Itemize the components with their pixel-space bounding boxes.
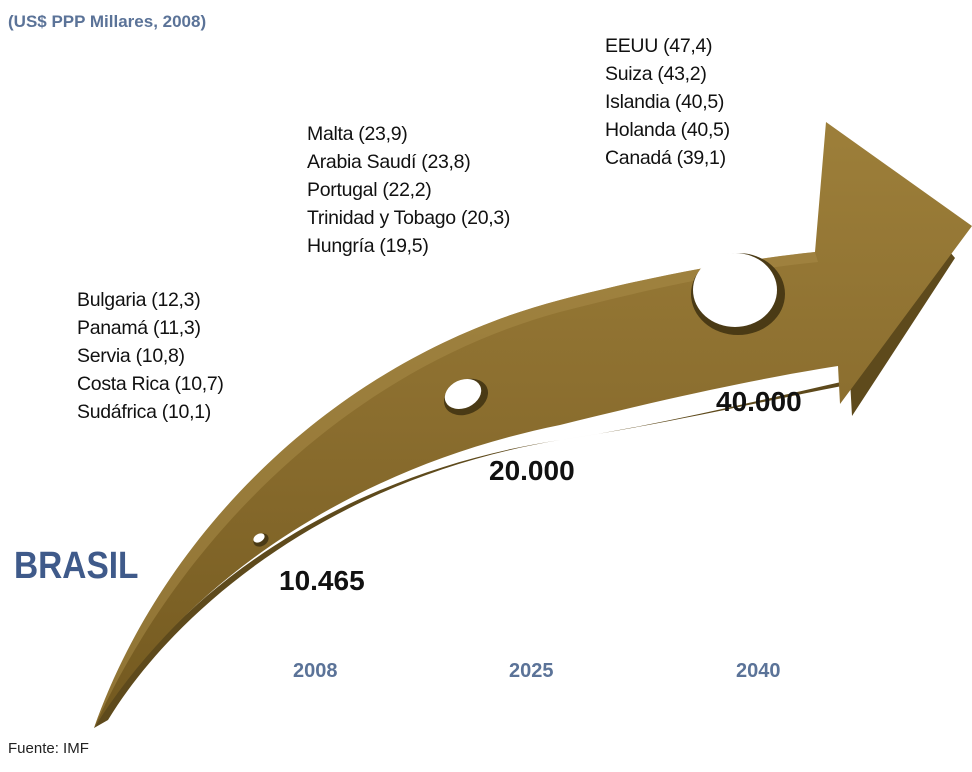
year-label-2008: 2008 — [293, 660, 338, 682]
peer-country: Holanda (40,5) — [605, 119, 730, 141]
peer-list-2025: Malta (23,9) Arabia Saudí (23,8) Portuga… — [307, 120, 510, 260]
country-label: BRASIL — [14, 545, 139, 587]
peer-country: Suiza (43,2) — [605, 63, 707, 85]
value-2040: 40.000 — [716, 386, 802, 417]
peer-list-2008: Bulgaria (12,3) Panamá (11,3) Servia (10… — [77, 286, 224, 426]
peer-country: Malta (23,9) — [307, 123, 408, 145]
peer-country: Panamá (11,3) — [77, 317, 201, 339]
value-2025: 20.000 — [489, 455, 575, 486]
year-label-2040: 2040 — [736, 660, 781, 682]
peer-country: Islandia (40,5) — [605, 91, 725, 113]
year-label-2025: 2025 — [509, 660, 554, 682]
peer-country: Hungría (19,5) — [307, 235, 429, 257]
arrow-body — [94, 122, 972, 728]
value-2008: 10.465 — [279, 565, 365, 596]
peer-country: Bulgaria (12,3) — [77, 289, 201, 311]
peer-country: Arabia Saudí (23,8) — [307, 151, 471, 173]
peer-country: Costa Rica (10,7) — [77, 373, 224, 395]
hole-2025 — [443, 378, 489, 416]
chart-subtitle: (US$ PPP Millares, 2008) — [8, 12, 207, 31]
peer-country: Portugal (22,2) — [307, 179, 432, 201]
peer-country: EEUU (47,4) — [605, 35, 713, 57]
hole-2040 — [691, 253, 785, 335]
peer-list-2040: EEUU (47,4) Suiza (43,2) Islandia (40,5)… — [605, 32, 730, 172]
hole-2008 — [253, 533, 269, 547]
source-note: Fuente: IMF — [8, 740, 89, 757]
peer-country: Trinidad y Tobago (20,3) — [307, 207, 511, 229]
peer-country: Canadá (39,1) — [605, 147, 726, 169]
peer-country: Sudáfrica (10,1) — [77, 401, 211, 423]
arrow-highlight — [94, 252, 818, 728]
peer-country: Servia (10,8) — [77, 345, 185, 367]
